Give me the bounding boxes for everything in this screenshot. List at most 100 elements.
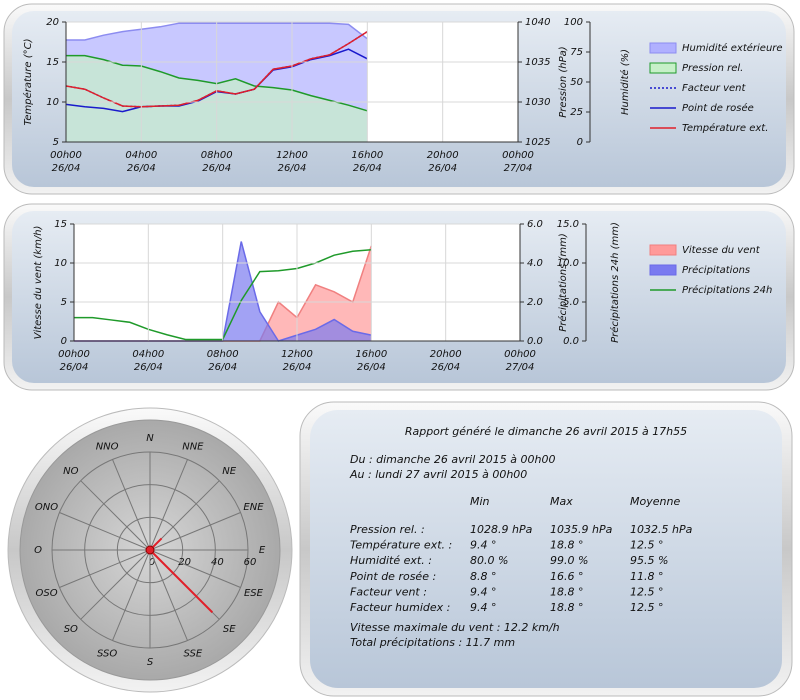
cell: 12.5 ° (630, 601, 664, 614)
report-to: Au : lundi 27 avril 2015 à 00h00 (349, 468, 527, 481)
cell: 9.4 ° (470, 539, 497, 552)
panel (310, 410, 782, 688)
report-wind: Vitesse maximale du vent : 12.2 km/h (350, 621, 560, 634)
direction-label: S (147, 657, 154, 668)
row-label: Pression rel. : (350, 523, 425, 536)
y3-tick-label: 5.0 (563, 297, 579, 308)
direction-label: SSO (97, 648, 117, 659)
x-tick-label: 12h00 (281, 349, 313, 360)
direction-label: ENE (243, 502, 264, 513)
cell: 9.4 ° (470, 585, 497, 598)
row-label: Température ext. : (350, 539, 452, 552)
x-tick-label: 04h00 (125, 150, 157, 161)
direction-label: SO (64, 624, 78, 635)
x-tick-label: 12h00 (276, 150, 308, 161)
legend-swatch (649, 62, 677, 74)
direction-label: NE (222, 466, 236, 477)
y-tick-label: 5 (61, 297, 67, 308)
direction-label: ONO (35, 502, 58, 513)
x-tick-label: 16h00 (355, 349, 387, 360)
direction-label: ESE (244, 588, 264, 599)
x-tick-date: 26/04 (357, 362, 386, 373)
spoke (149, 549, 188, 641)
y3-tick-label: 0 (577, 137, 583, 148)
x-tick-label: 16h00 (351, 150, 383, 161)
x-tick-date: 26/04 (283, 362, 312, 373)
direction-label: NO (63, 466, 78, 477)
y2-tick-label: 6.0 (527, 219, 543, 230)
x-tick-label: 00h00 (58, 349, 90, 360)
spoke (112, 459, 151, 551)
spoke (80, 549, 151, 620)
cell: 12.5 ° (630, 585, 664, 598)
r-tick-label: 0 (149, 557, 155, 568)
y-tick-label: 5 (53, 137, 59, 148)
direction-label: OSO (35, 588, 57, 599)
y-tick-label: 10 (46, 97, 59, 108)
cell: 9.4 ° (470, 601, 497, 614)
column-header: Moyenne (630, 495, 680, 508)
y3-tick-label: 50 (570, 77, 583, 88)
cell: 1028.9 hPa (470, 523, 533, 536)
spoke (59, 549, 151, 588)
legend-swatch (649, 244, 677, 256)
legend-swatch (649, 264, 677, 276)
legend-label: Humidité extérieure (682, 42, 783, 54)
legend-label: Point de rosée (682, 102, 754, 114)
cell: 18.8 ° (550, 601, 584, 614)
y-tick-label: 15 (46, 57, 59, 68)
spoke (149, 512, 241, 551)
x-tick-date: 26/04 (278, 163, 307, 174)
direction-label: NNO (96, 442, 119, 453)
center-dot (145, 545, 155, 555)
y-tick-label: 0 (61, 336, 67, 347)
y-tick-label: 10 (54, 258, 67, 269)
r-tick-label: 20 (178, 557, 191, 568)
y2-tick-label: 1030 (525, 97, 550, 108)
cell: 18.8 ° (550, 585, 584, 598)
legend-label: Précipitations 24h (682, 284, 772, 296)
cell: 18.8 ° (550, 539, 584, 552)
x-tick-date: 26/04 (60, 362, 89, 373)
x-tick-date: 26/04 (431, 362, 460, 373)
x-tick-date: 27/04 (504, 163, 533, 174)
y2-tick-label: 4.0 (527, 258, 543, 269)
row-label: Facteur humidex : (350, 601, 450, 614)
legend-swatch (649, 42, 677, 54)
y3-tick-label: 0.0 (563, 336, 579, 347)
x-tick-label: 08h00 (201, 150, 233, 161)
y2-tick-label: 1035 (525, 57, 550, 68)
cell: 11.8 ° (630, 570, 664, 583)
x-tick-label: 00h00 (50, 150, 82, 161)
legend-label: Facteur vent (682, 83, 746, 94)
axis-title: Humidité (%) (619, 49, 631, 115)
report-rain: Total précipitations : 11.7 mm (350, 636, 515, 649)
axis-title: Température (°C) (22, 39, 34, 126)
direction-label: E (259, 545, 266, 556)
spoke (149, 549, 241, 588)
y-tick-label: 15 (54, 219, 67, 230)
report-table: Min Max Moyenne Pression rel. : 1028.9 hPa 10… (350, 495, 693, 614)
x-tick-date: 26/04 (202, 163, 231, 174)
x-tick-date: 26/04 (353, 163, 382, 174)
direction-label: NNE (182, 442, 204, 453)
row-label: Facteur vent : (350, 585, 427, 598)
cell: 99.0 % (550, 554, 588, 567)
direction-label: O (34, 545, 42, 556)
spoke (80, 480, 151, 551)
x-tick-date: 26/04 (127, 163, 156, 174)
cell: 1035.9 hPa (550, 523, 613, 536)
y-tick-label: 20 (46, 17, 59, 28)
cell: 12.5 ° (630, 539, 664, 552)
cell: 80.0 % (470, 554, 508, 567)
y2-tick-label: 0.0 (527, 336, 543, 347)
y3-tick-label: 75 (570, 47, 583, 58)
row-label: Point de rosée : (350, 570, 436, 583)
direction-label: N (146, 433, 154, 444)
wind-ray (149, 549, 214, 614)
series-area (74, 241, 372, 341)
y2-tick-label: 1040 (525, 17, 550, 28)
y3-tick-label: 25 (570, 107, 583, 118)
x-tick-date: 26/04 (208, 362, 237, 373)
